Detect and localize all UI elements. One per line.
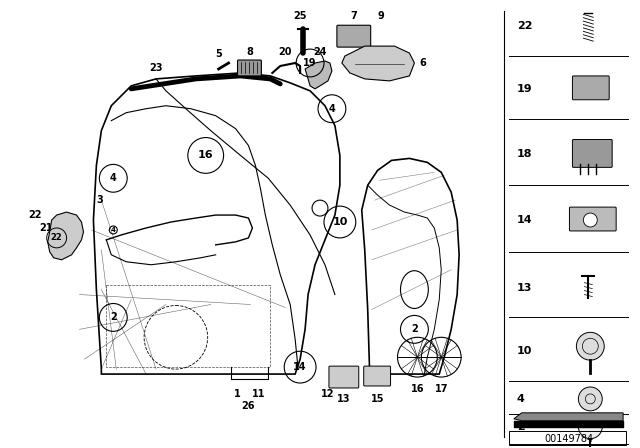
Text: 19: 19 <box>303 58 317 68</box>
Circle shape <box>579 387 602 411</box>
Polygon shape <box>305 61 332 89</box>
Text: 10: 10 <box>332 217 348 227</box>
Text: 13: 13 <box>337 394 351 404</box>
FancyBboxPatch shape <box>237 60 261 76</box>
Text: 26: 26 <box>242 401 255 411</box>
Text: 5: 5 <box>215 49 222 59</box>
Text: 12: 12 <box>321 389 335 399</box>
Text: 4: 4 <box>110 173 116 183</box>
Polygon shape <box>342 46 415 81</box>
Text: 20: 20 <box>278 47 292 57</box>
FancyBboxPatch shape <box>572 139 612 168</box>
Text: 2: 2 <box>516 422 525 432</box>
Text: 22: 22 <box>516 21 532 31</box>
Text: 8: 8 <box>246 47 253 57</box>
Text: 2: 2 <box>411 324 418 334</box>
Text: 00149784: 00149784 <box>544 434 593 444</box>
Text: 4: 4 <box>328 104 335 114</box>
Polygon shape <box>514 413 623 421</box>
Text: 3: 3 <box>97 195 103 205</box>
Text: 4: 4 <box>516 394 525 404</box>
FancyBboxPatch shape <box>329 366 359 388</box>
Text: 11: 11 <box>252 389 265 399</box>
Text: 7: 7 <box>351 11 357 21</box>
Text: 16: 16 <box>411 384 424 394</box>
FancyBboxPatch shape <box>572 76 609 100</box>
Circle shape <box>577 332 604 360</box>
Text: 25: 25 <box>293 11 307 21</box>
Text: 23: 23 <box>149 63 163 73</box>
Text: 9: 9 <box>378 11 385 21</box>
Circle shape <box>579 415 602 439</box>
Text: 24: 24 <box>313 47 327 57</box>
Text: 4: 4 <box>111 227 116 233</box>
Text: 18: 18 <box>516 150 532 159</box>
FancyBboxPatch shape <box>570 207 616 231</box>
Circle shape <box>583 213 597 227</box>
Text: 6: 6 <box>419 58 426 68</box>
Text: 10: 10 <box>516 346 532 356</box>
Text: 13: 13 <box>516 283 532 293</box>
Text: 2: 2 <box>110 312 116 323</box>
Text: 22: 22 <box>51 233 63 242</box>
FancyBboxPatch shape <box>337 25 371 47</box>
Polygon shape <box>48 212 83 260</box>
FancyBboxPatch shape <box>364 366 390 386</box>
Text: 14: 14 <box>293 362 307 372</box>
Text: 21: 21 <box>40 223 53 233</box>
Text: 16: 16 <box>198 151 214 160</box>
Text: 14: 14 <box>516 215 532 225</box>
Text: 15: 15 <box>371 394 385 404</box>
Text: 22: 22 <box>28 210 42 220</box>
Text: 1: 1 <box>234 389 241 399</box>
Text: 19: 19 <box>516 84 532 94</box>
Text: 17: 17 <box>435 384 448 394</box>
